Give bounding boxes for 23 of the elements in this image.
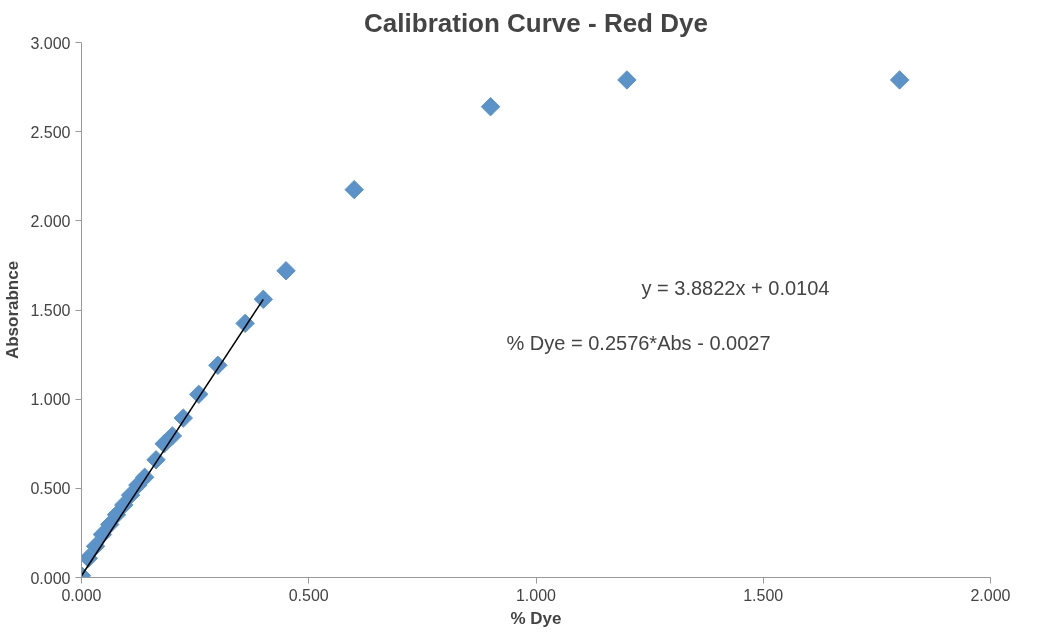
x-tick-label: 2.000: [970, 586, 1011, 604]
y-tick-label: 1.500: [30, 302, 71, 319]
y-tick-label: 3.000: [30, 34, 71, 52]
point: [344, 179, 364, 200]
x-tick-label: 1.500: [743, 586, 784, 604]
x-axis-title: % Dye: [510, 608, 562, 628]
y-tick-label: 0.500: [30, 480, 71, 498]
x-tick-label: 1.000: [515, 586, 557, 604]
y-tick-label: 1.000: [30, 391, 71, 409]
point: [889, 70, 910, 90]
annotation: % Dye = 0.2576*Abs - 0.0027: [506, 331, 771, 354]
point: [253, 289, 273, 309]
y-tick-label: 2.000: [30, 212, 71, 230]
y-tick-label: 0.000: [30, 569, 71, 587]
point: [276, 261, 296, 281]
chart-title: Calibration Curve - Red Dye: [364, 7, 708, 38]
x-tick-label: 0.000: [61, 586, 102, 604]
point: [480, 97, 501, 117]
annotation: y = 3.8822x + 0.0104: [641, 276, 830, 299]
y-tick-label: 2.500: [30, 123, 71, 141]
point: [617, 70, 637, 90]
y-axis-title: Absorabnce: [3, 260, 23, 360]
x-tick-label: 0.500: [288, 586, 329, 604]
